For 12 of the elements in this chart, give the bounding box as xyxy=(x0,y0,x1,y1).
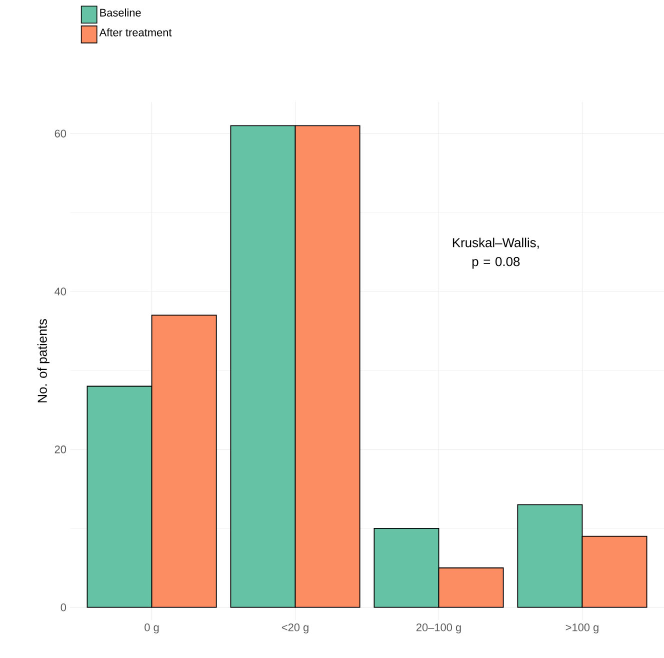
x-tick-label: 20–100 g xyxy=(416,624,461,634)
y-tick-label: 20 xyxy=(54,446,66,454)
legend-label: After treatment xyxy=(99,28,172,36)
y-tick-label: 40 xyxy=(54,288,66,296)
x-tick-label: 0 g xyxy=(144,624,159,634)
y-axis-title: No. of patients xyxy=(37,319,50,402)
x-tick-label: <20 g xyxy=(282,624,308,634)
y-tick-label: 60 xyxy=(54,130,66,138)
x-tick-label: >100 g xyxy=(566,624,598,634)
annotation: Kruskal–Wallis, p = 0.08 xyxy=(452,238,539,269)
legend-label: Baseline xyxy=(100,8,141,17)
y-tick-label: 0 xyxy=(60,603,66,612)
